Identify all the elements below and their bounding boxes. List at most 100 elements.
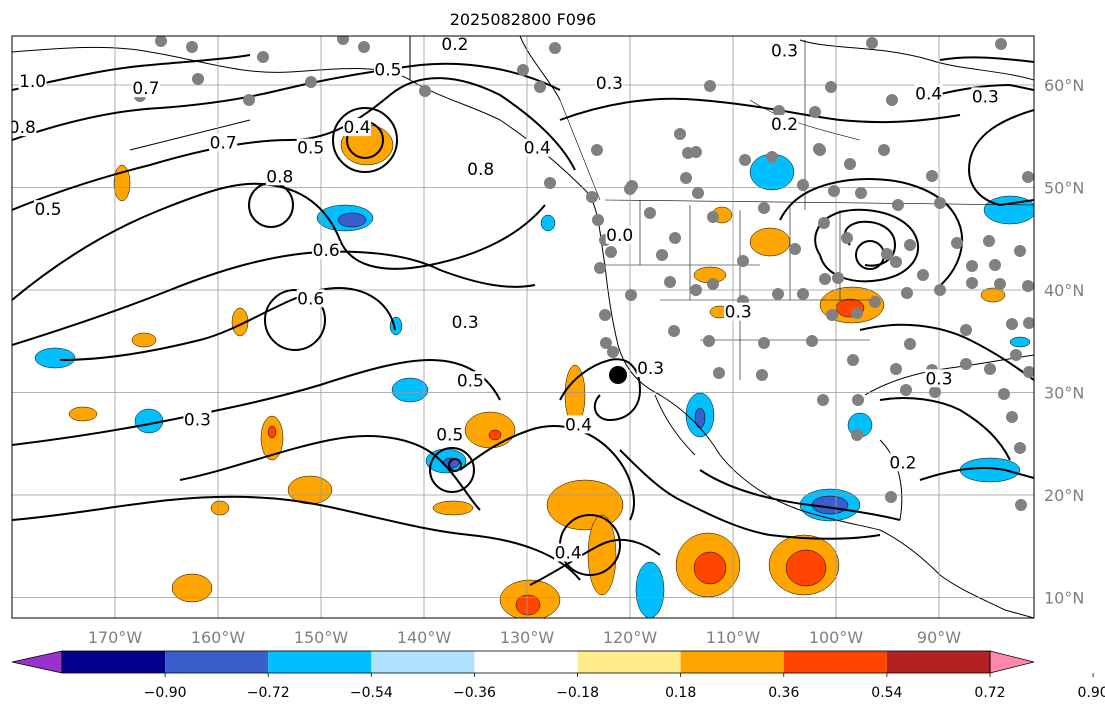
- station-dot: [929, 386, 941, 398]
- contour-label-background: [466, 160, 495, 179]
- station-dot: [1022, 171, 1034, 183]
- contour-label: 0.3: [725, 303, 752, 323]
- station-dot: [644, 207, 656, 219]
- anomaly-region: [267, 425, 277, 439]
- colorbar-tick-label: −0.54: [350, 685, 393, 701]
- coastline: [654, 394, 696, 456]
- station-dot: [832, 272, 844, 284]
- contour-label-background: [770, 115, 799, 134]
- longitude-tick-label: 160°W: [191, 628, 246, 647]
- station-dot: [852, 394, 864, 406]
- station-dot: [869, 296, 881, 308]
- station-dot: [1023, 317, 1034, 329]
- station-dot: [994, 278, 1006, 290]
- station-dot: [690, 146, 702, 158]
- colorbar-segment: [371, 651, 475, 673]
- station-dot: [186, 41, 198, 53]
- station-dot: [917, 269, 929, 281]
- contour-label-background: [343, 118, 372, 137]
- contour-label-background: [18, 72, 47, 90]
- longitude-tick-label: 130°W: [500, 628, 555, 647]
- latitude-tick-label: 60°N: [1044, 76, 1084, 95]
- contour-label: 0.4: [524, 139, 551, 159]
- contour-label: 0.2: [889, 453, 916, 473]
- latitude-tick-label: 50°N: [1044, 179, 1084, 198]
- anomaly-region: [210, 500, 230, 516]
- anomaly-region: [635, 561, 665, 618]
- contour-label: 0.2: [771, 115, 798, 135]
- contour-line: [619, 449, 881, 540]
- coastline: [129, 119, 251, 151]
- station-dot: [607, 346, 619, 358]
- station-dot: [549, 42, 561, 54]
- station-dot: [664, 276, 676, 288]
- contour-label-background: [554, 543, 583, 562]
- contour-label-background: [34, 200, 63, 219]
- anomaly-region: [68, 406, 98, 422]
- coastline-layer: [12, 36, 1034, 618]
- anomaly-region: [1009, 336, 1031, 348]
- contour-label-background: [296, 289, 325, 308]
- station-dot: [797, 288, 809, 300]
- anomaly-region: [131, 332, 157, 348]
- contour-label: 0.5: [35, 200, 62, 220]
- contour-line: [939, 56, 1034, 63]
- colorbar-tick-label: −0.18: [556, 685, 599, 701]
- station-dot: [926, 170, 938, 182]
- contour-label: 0.3: [771, 41, 798, 61]
- contour-line: [859, 323, 1034, 381]
- station-dot: [605, 246, 617, 258]
- contour-line: [559, 97, 961, 124]
- station-dot: [960, 324, 972, 336]
- station-dot: [1006, 411, 1018, 423]
- station-dot: [703, 335, 715, 347]
- station-dot: [828, 185, 840, 197]
- contour-label: 0.4: [915, 84, 942, 104]
- station-dot: [1023, 366, 1034, 378]
- latitude-axis: 60°N 50°N 40°N 30°N 20°N 10°N: [1044, 76, 1084, 608]
- contour-label-background: [523, 138, 552, 157]
- anomaly-region: [959, 457, 1021, 483]
- contour-label: 0.3: [637, 359, 664, 379]
- contour-label-background: [435, 425, 464, 444]
- station-dot: [337, 36, 349, 45]
- political-border: [604, 199, 1034, 206]
- station-dot: [825, 81, 837, 93]
- contour-label: 1.0: [19, 72, 46, 92]
- latitude-tick-label: 10°N: [1044, 589, 1084, 608]
- station-dot: [594, 262, 606, 274]
- contour-line: [332, 107, 398, 173]
- contour-label-background: [595, 74, 624, 93]
- colorbar-tick-label: 0.36: [768, 685, 799, 701]
- longitude-tick-label: 120°W: [603, 628, 658, 647]
- anomaly-region: [171, 573, 213, 603]
- colorbar-segment: [680, 651, 784, 673]
- contour-label-background: [564, 415, 593, 434]
- contour-label-background: [914, 84, 943, 103]
- contour-label-background: [312, 241, 341, 260]
- station-dot: [758, 337, 770, 349]
- longitude-tick-label: 150°W: [294, 628, 349, 647]
- longitude-tick-label: 140°W: [397, 628, 452, 647]
- station-dot: [989, 259, 1001, 271]
- station-dot: [155, 36, 167, 47]
- map-title: 2025082800 F096: [450, 10, 597, 29]
- coastline: [879, 439, 903, 521]
- contour-line: [843, 220, 897, 267]
- plot-background: [12, 36, 1034, 618]
- station-dot: [668, 325, 680, 337]
- contour-line: [12, 250, 536, 346]
- contour-label: 0.8: [9, 118, 36, 138]
- anomaly-region: [391, 377, 429, 403]
- station-dot: [797, 179, 809, 191]
- coastline: [799, 39, 1034, 81]
- contour-line: [448, 458, 462, 472]
- station-dot: [544, 177, 556, 189]
- contour-label-background: [265, 167, 294, 186]
- contour-line: [699, 469, 901, 521]
- contour-line: [264, 289, 326, 351]
- contour-line: [12, 495, 581, 581]
- contour-label-background: [888, 453, 917, 472]
- station-dot: [851, 307, 863, 319]
- station-dot: [817, 394, 829, 406]
